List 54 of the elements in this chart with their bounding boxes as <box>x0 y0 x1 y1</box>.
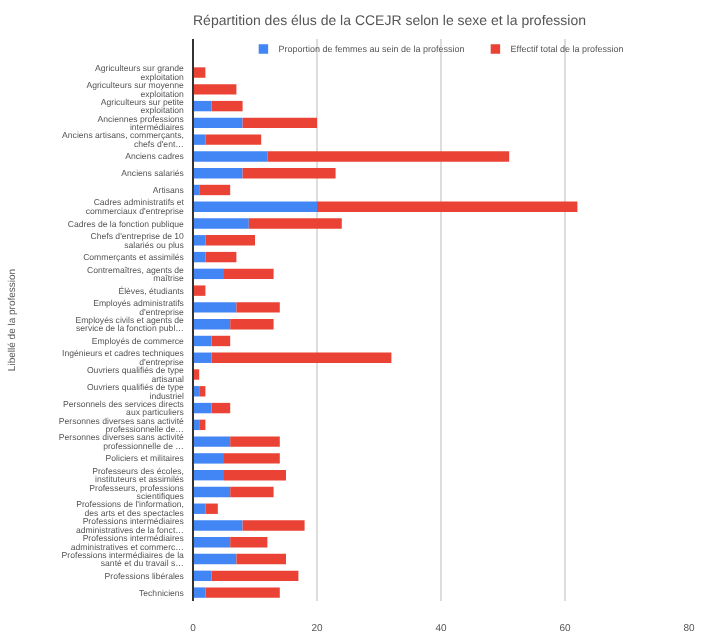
bar <box>193 100 212 112</box>
bar <box>193 151 268 162</box>
bar <box>242 168 336 179</box>
bar <box>242 117 317 129</box>
bar <box>224 453 280 464</box>
bar <box>267 151 510 162</box>
bar <box>205 503 218 514</box>
bar <box>211 352 392 363</box>
bar <box>193 318 231 330</box>
bar <box>193 402 212 414</box>
bar <box>193 352 212 363</box>
bar <box>199 386 206 397</box>
bar <box>224 469 286 481</box>
bar <box>193 168 243 179</box>
bar <box>199 419 206 431</box>
bar <box>193 553 237 565</box>
bar <box>230 436 280 447</box>
bar <box>193 201 317 212</box>
bar <box>205 587 280 598</box>
bar <box>230 318 274 330</box>
bar <box>211 570 299 582</box>
bar <box>193 117 243 129</box>
bar <box>193 520 243 531</box>
bar <box>230 486 274 498</box>
bar <box>211 402 231 414</box>
bar <box>193 302 237 313</box>
bar <box>193 436 231 447</box>
bar <box>205 251 237 263</box>
bar <box>199 184 231 196</box>
bar <box>193 486 231 498</box>
bar <box>205 134 262 145</box>
bar <box>211 335 231 347</box>
bar <box>193 84 237 95</box>
bar <box>193 453 224 464</box>
bar <box>242 520 305 531</box>
bar <box>236 553 286 565</box>
bar <box>236 302 280 313</box>
bar <box>193 218 249 229</box>
bar <box>193 134 206 145</box>
bar <box>230 537 268 548</box>
bar <box>248 218 342 229</box>
bar <box>205 235 255 246</box>
bar <box>193 587 206 598</box>
bar <box>193 570 212 582</box>
bar <box>317 201 578 212</box>
bar <box>193 285 206 296</box>
bar <box>224 268 274 280</box>
bar <box>193 67 206 78</box>
bar <box>193 235 206 246</box>
bar <box>211 100 243 112</box>
bar <box>193 268 224 280</box>
bar <box>193 537 231 548</box>
bar <box>193 469 224 481</box>
bar <box>193 335 212 347</box>
